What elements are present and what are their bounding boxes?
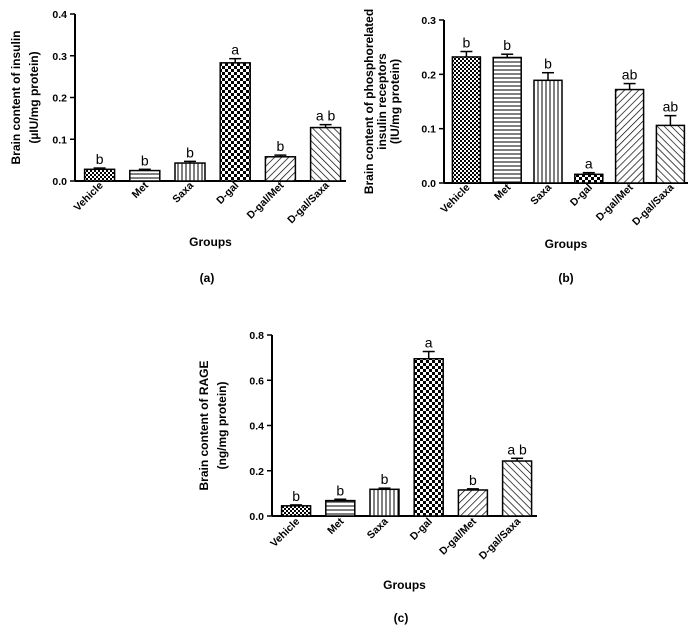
y-axis-title: Brain content of insulin bbox=[9, 31, 23, 165]
bar-met bbox=[325, 499, 356, 517]
category-label: Saxa bbox=[170, 180, 196, 206]
y-tick-label: 0.2 bbox=[249, 466, 264, 478]
bar-met bbox=[492, 56, 522, 184]
y-axis-title: (µIU/mg protein) bbox=[27, 51, 41, 143]
category-label: D-gal/Met bbox=[437, 515, 479, 557]
bar-d-gal bbox=[413, 358, 444, 517]
bar-vehicle bbox=[83, 168, 116, 182]
significance-label: b bbox=[381, 471, 389, 487]
significance-label: a b bbox=[507, 441, 527, 457]
y-axis-title: Brain content of phosphorelated bbox=[362, 9, 376, 194]
significance-label: ab bbox=[663, 99, 679, 115]
bar-d-gal bbox=[574, 173, 604, 184]
y-tick-label: 0.1 bbox=[52, 134, 67, 146]
significance-label: a bbox=[425, 335, 433, 351]
y-tick-label: 0.4 bbox=[249, 421, 264, 433]
x-axis-title: Groups bbox=[383, 578, 426, 592]
category-label: D-gal/Met bbox=[594, 181, 636, 223]
significance-label: ab bbox=[622, 67, 638, 83]
y-tick-label: 0.0 bbox=[52, 176, 67, 188]
y-tick-label: 0.0 bbox=[421, 178, 436, 190]
y-axis-title: Brain content of RAGE bbox=[197, 360, 211, 490]
category-label: D-gal bbox=[568, 182, 595, 209]
bar-d-gal-saxa bbox=[655, 124, 686, 184]
category-label: Met bbox=[325, 515, 347, 537]
y-tick-label: 0.2 bbox=[421, 69, 436, 81]
panel-label: (a) bbox=[200, 271, 215, 285]
category-label: Met bbox=[130, 179, 152, 201]
category-label: Vehicle bbox=[268, 516, 302, 550]
bar-d-gal-saxa bbox=[501, 460, 533, 517]
panel-label: (b) bbox=[558, 271, 573, 285]
y-tick-label: 0.4 bbox=[52, 9, 67, 21]
category-label: D-gal bbox=[408, 516, 435, 543]
bar-vehicle bbox=[451, 56, 482, 184]
bar-vehicle bbox=[280, 505, 312, 517]
category-label: D-gal bbox=[214, 180, 241, 207]
category-label: Saxa bbox=[365, 516, 391, 542]
significance-label: b bbox=[469, 472, 477, 488]
y-tick-label: 0.3 bbox=[52, 51, 67, 63]
significance-label: b bbox=[277, 138, 285, 154]
significance-label: a bbox=[585, 156, 593, 172]
x-axis-title: Groups bbox=[545, 237, 588, 251]
significance-label: b bbox=[544, 56, 552, 72]
bar-d-gal-met bbox=[264, 156, 297, 182]
y-tick-label: 0.1 bbox=[421, 124, 436, 136]
category-label: Met bbox=[492, 181, 514, 203]
category-label: D-gal/Saxa bbox=[630, 182, 677, 229]
x-axis-title: Groups bbox=[189, 235, 232, 249]
significance-label: a b bbox=[316, 108, 336, 124]
panel-label: (c) bbox=[394, 611, 409, 625]
chart-panel-b: 0.0 0.1 0.2 0.3 Brain content of phosphorela… bbox=[362, 9, 688, 285]
category-label: Vehicle bbox=[438, 182, 472, 216]
y-tick-label: 0.2 bbox=[52, 93, 67, 105]
bar-d-gal-saxa bbox=[309, 126, 342, 182]
category-label: D-gal/Saxa bbox=[477, 516, 524, 563]
significance-label: a bbox=[231, 42, 239, 58]
significance-label: b bbox=[292, 488, 300, 504]
bar-d-gal-met bbox=[614, 88, 645, 184]
bar-d-gal-met bbox=[457, 489, 489, 517]
significance-label: b bbox=[186, 144, 194, 160]
significance-label: b bbox=[141, 152, 149, 168]
y-tick-label: 0.3 bbox=[421, 15, 436, 27]
y-axis-title: insulin receptors bbox=[375, 53, 389, 150]
bar-saxa bbox=[533, 79, 563, 184]
category-label: Vehicle bbox=[72, 180, 106, 214]
bar-saxa bbox=[369, 488, 400, 517]
category-label: D-gal/Met bbox=[245, 179, 287, 221]
chart-panel-c: 0.0 0.2 0.4 0.6 0.8 Brain content of RAGE (ng/… bbox=[197, 330, 537, 625]
significance-label: b bbox=[336, 482, 344, 498]
y-tick-label: 0.6 bbox=[249, 375, 264, 387]
y-axis-title: (ng/mg protein) bbox=[215, 382, 229, 470]
bar-d-gal bbox=[219, 62, 251, 182]
bar-met bbox=[129, 169, 161, 182]
chart-panel-a: 0.0 0.1 0.2 0.3 0.4 Brain content of insulin (… bbox=[9, 9, 346, 285]
bar-saxa bbox=[174, 162, 206, 182]
category-label: Saxa bbox=[528, 182, 554, 208]
y-tick-label: 0.8 bbox=[249, 330, 264, 342]
y-axis-title: (IU/mg protein) bbox=[388, 59, 402, 144]
significance-label: b bbox=[463, 35, 471, 51]
y-tick-label: 0.0 bbox=[249, 511, 264, 523]
significance-label: b bbox=[503, 37, 511, 53]
category-label: D-gal/Saxa bbox=[285, 180, 332, 227]
significance-label: b bbox=[96, 151, 104, 167]
